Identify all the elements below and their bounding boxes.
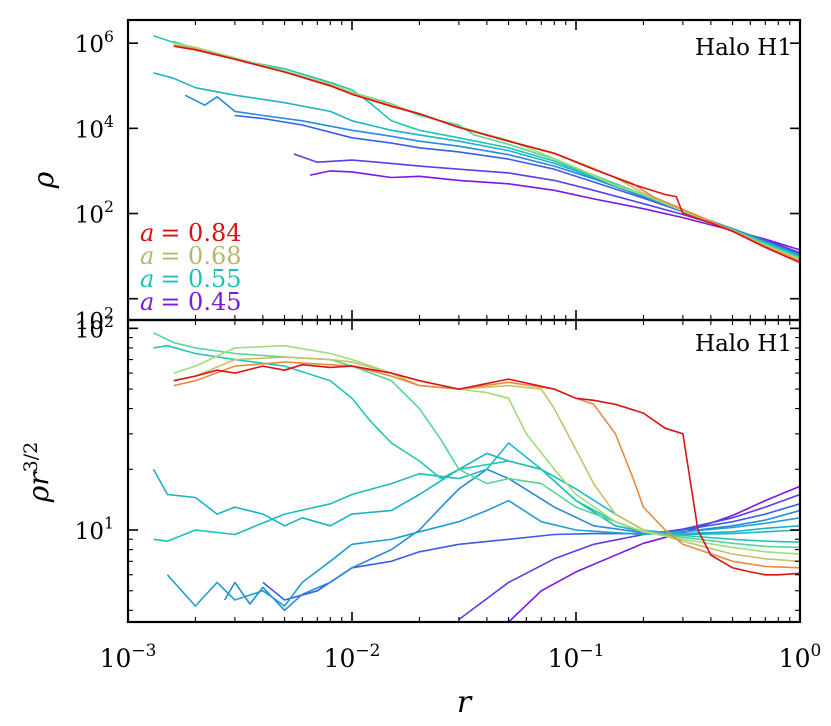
series-line-3 (184, 94, 800, 256)
y-tick-label: 104 (75, 112, 114, 143)
legend: a = 0.84a = 0.68a = 0.55a = 0.45 (140, 219, 242, 316)
bottom-panel: 102 101 10−3 10−2 10−1 100 Halo H1 ρr3/2 r (20, 312, 821, 720)
series-line-8 (153, 332, 800, 549)
top-axes: 106 104 102 102 (75, 20, 801, 335)
legend-entry-0: a = 0.84 (140, 219, 242, 247)
series-line-3 (223, 468, 800, 612)
series-line-7 (153, 344, 800, 543)
x-tick-label: 10−1 (548, 641, 605, 673)
legend-entry-2: a = 0.55 (140, 265, 242, 293)
series-line-1 (293, 153, 800, 254)
series-line-12 (173, 363, 800, 576)
top-annotation: Halo H1 (695, 35, 792, 61)
x-tick-label: 100 (779, 641, 822, 673)
legend-entry-1: a = 0.68 (140, 242, 242, 270)
bottom-axes: 102 101 10−3 10−2 10−1 100 (75, 312, 822, 673)
y-tick-label: 102 (75, 197, 114, 228)
series-line-0 (508, 485, 800, 622)
bottom-annotation: Halo H1 (695, 331, 792, 357)
x-axis-label: r (457, 685, 473, 720)
series-line-0 (309, 170, 800, 251)
bottom-series-lines (152, 332, 800, 622)
top-y-axis-label: ρ (27, 171, 60, 189)
bottom-y-axis-label-text: ρr3/2 (20, 442, 55, 503)
y-tick-label: 102 (75, 312, 114, 343)
series-line-5 (152, 452, 800, 535)
y-tick-label: 102 (75, 304, 114, 335)
y-tick-label: 101 (75, 514, 114, 545)
series-line-6 (153, 442, 800, 543)
series-line-5 (153, 34, 800, 258)
series-line-10 (173, 45, 800, 264)
series-line-9 (173, 44, 800, 263)
y-tick-label: 106 (75, 27, 114, 58)
series-line-6 (173, 40, 800, 259)
bottom-plot-frame (126, 318, 802, 624)
series-line-9 (173, 344, 800, 555)
series-line-8 (173, 44, 800, 261)
bottom-y-axis-label: ρr3/2 (20, 442, 55, 503)
series-line-4 (153, 72, 800, 257)
x-tick-label: 10−2 (324, 641, 381, 673)
legend-entry-3: a = 0.45 (140, 288, 242, 316)
top-series-lines (153, 34, 800, 264)
series-line-10 (173, 356, 800, 563)
series-line-4 (166, 499, 800, 607)
x-tick-label: 10−3 (100, 641, 157, 673)
